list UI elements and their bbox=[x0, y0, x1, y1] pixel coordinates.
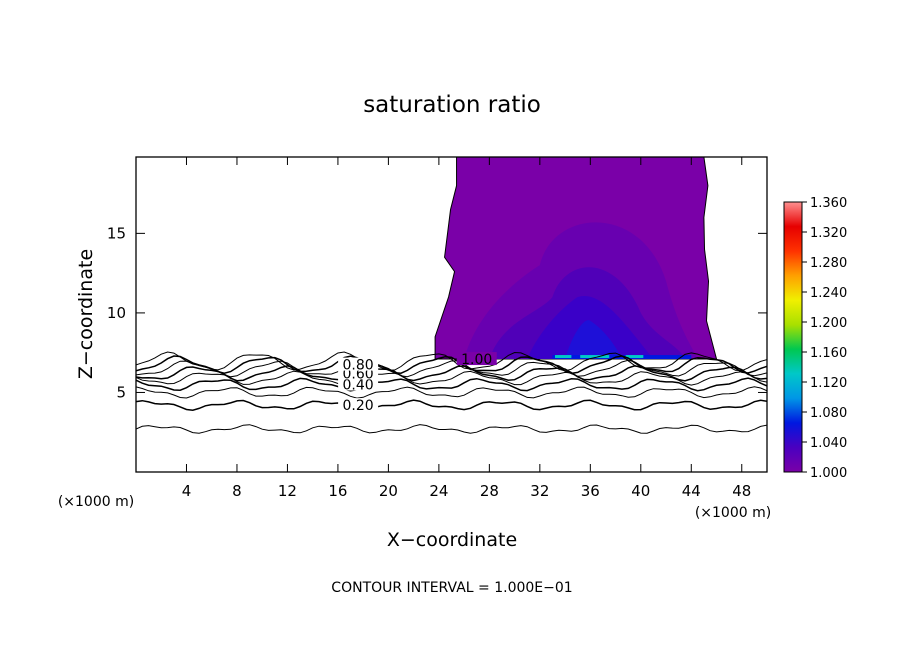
contour-label-bg bbox=[338, 357, 379, 371]
contour-labels: 0.200.400.600.80 1.00 bbox=[338, 352, 497, 414]
colorbar-label: 1.320 bbox=[810, 226, 847, 241]
region-label-bg bbox=[456, 352, 497, 366]
y-tick-label: 10 bbox=[107, 304, 126, 322]
x-axis-ticks: 4 8 12 16 20 24 28 32 36 40 44 48 bbox=[182, 157, 751, 500]
y-tick-label: 15 bbox=[107, 224, 126, 242]
colorbar-label: 1.160 bbox=[810, 346, 847, 361]
colorbar-labels: 1.360 1.320 1.280 1.240 1.200 1.160 1.120 1.080… bbox=[802, 196, 847, 481]
colorbar: 1.360 1.320 1.280 1.240 1.200 1.160 1.120 1.080… bbox=[783, 196, 847, 481]
x-tick-label: 36 bbox=[581, 482, 600, 500]
contour-lines bbox=[136, 351, 767, 434]
contour-label: 0.20 bbox=[343, 398, 374, 414]
colorbar-label: 1.280 bbox=[810, 256, 847, 271]
region-contour-label: 1.00 bbox=[461, 352, 492, 368]
contour-line bbox=[136, 386, 767, 399]
colorbar-label: 1.240 bbox=[810, 286, 847, 301]
x-tick-label: 8 bbox=[232, 482, 242, 500]
y-axis-ticks: 5 10 15 bbox=[107, 224, 767, 401]
x-tick-label: 28 bbox=[480, 482, 499, 500]
y-tick-label: 5 bbox=[116, 383, 126, 401]
contour-line bbox=[136, 355, 767, 375]
contour-label-bg bbox=[338, 377, 379, 391]
colorbar-gradient bbox=[783, 201, 803, 473]
contour-line bbox=[136, 365, 767, 382]
region-peak-3 bbox=[625, 355, 644, 359]
region-level-4 bbox=[565, 320, 622, 360]
plot-frame bbox=[135, 156, 768, 473]
x-unit-left: (×1000 m) bbox=[58, 494, 134, 510]
contour-label: 0.40 bbox=[343, 378, 374, 394]
region-peak-1 bbox=[554, 355, 572, 359]
colorbar-label: 1.000 bbox=[810, 466, 847, 481]
x-tick-label: 12 bbox=[278, 482, 297, 500]
contour-interval-note: CONTOUR INTERVAL = 1.000E−01 bbox=[331, 580, 572, 596]
x-tick-label: 24 bbox=[429, 482, 448, 500]
colorbar-label: 1.360 bbox=[810, 196, 847, 211]
x-tick-label: 4 bbox=[182, 482, 192, 500]
colorbar-label: 1.080 bbox=[810, 406, 847, 421]
region-peak-2 bbox=[580, 355, 610, 359]
y-axis-label: Z−coordinate bbox=[75, 249, 97, 379]
x-tick-label: 16 bbox=[328, 482, 347, 500]
x-unit-right: (×1000 m) bbox=[695, 505, 771, 521]
contour-line bbox=[136, 377, 767, 392]
x-axis-label: X−coordinate bbox=[387, 529, 517, 551]
plot-area bbox=[136, 157, 767, 434]
x-tick-label: 48 bbox=[732, 482, 751, 500]
colorbar-label: 1.040 bbox=[810, 436, 847, 451]
contour-line bbox=[136, 370, 767, 386]
contour-line bbox=[136, 424, 767, 434]
x-tick-label: 44 bbox=[682, 482, 701, 500]
contour-label-bg bbox=[338, 398, 379, 412]
contour-line bbox=[136, 351, 767, 372]
x-tick-label: 20 bbox=[379, 482, 398, 500]
contour-line bbox=[136, 359, 767, 378]
x-tick-label: 40 bbox=[631, 482, 650, 500]
contour-label: 0.80 bbox=[343, 358, 374, 374]
x-tick-label: 32 bbox=[530, 482, 549, 500]
contour-line bbox=[136, 399, 767, 411]
chart-title: saturation ratio bbox=[363, 92, 541, 118]
colorbar-label: 1.120 bbox=[810, 376, 847, 391]
colorbar-label: 1.200 bbox=[810, 316, 847, 331]
region-base-band bbox=[552, 355, 692, 360]
saturation-fill bbox=[434, 157, 718, 360]
